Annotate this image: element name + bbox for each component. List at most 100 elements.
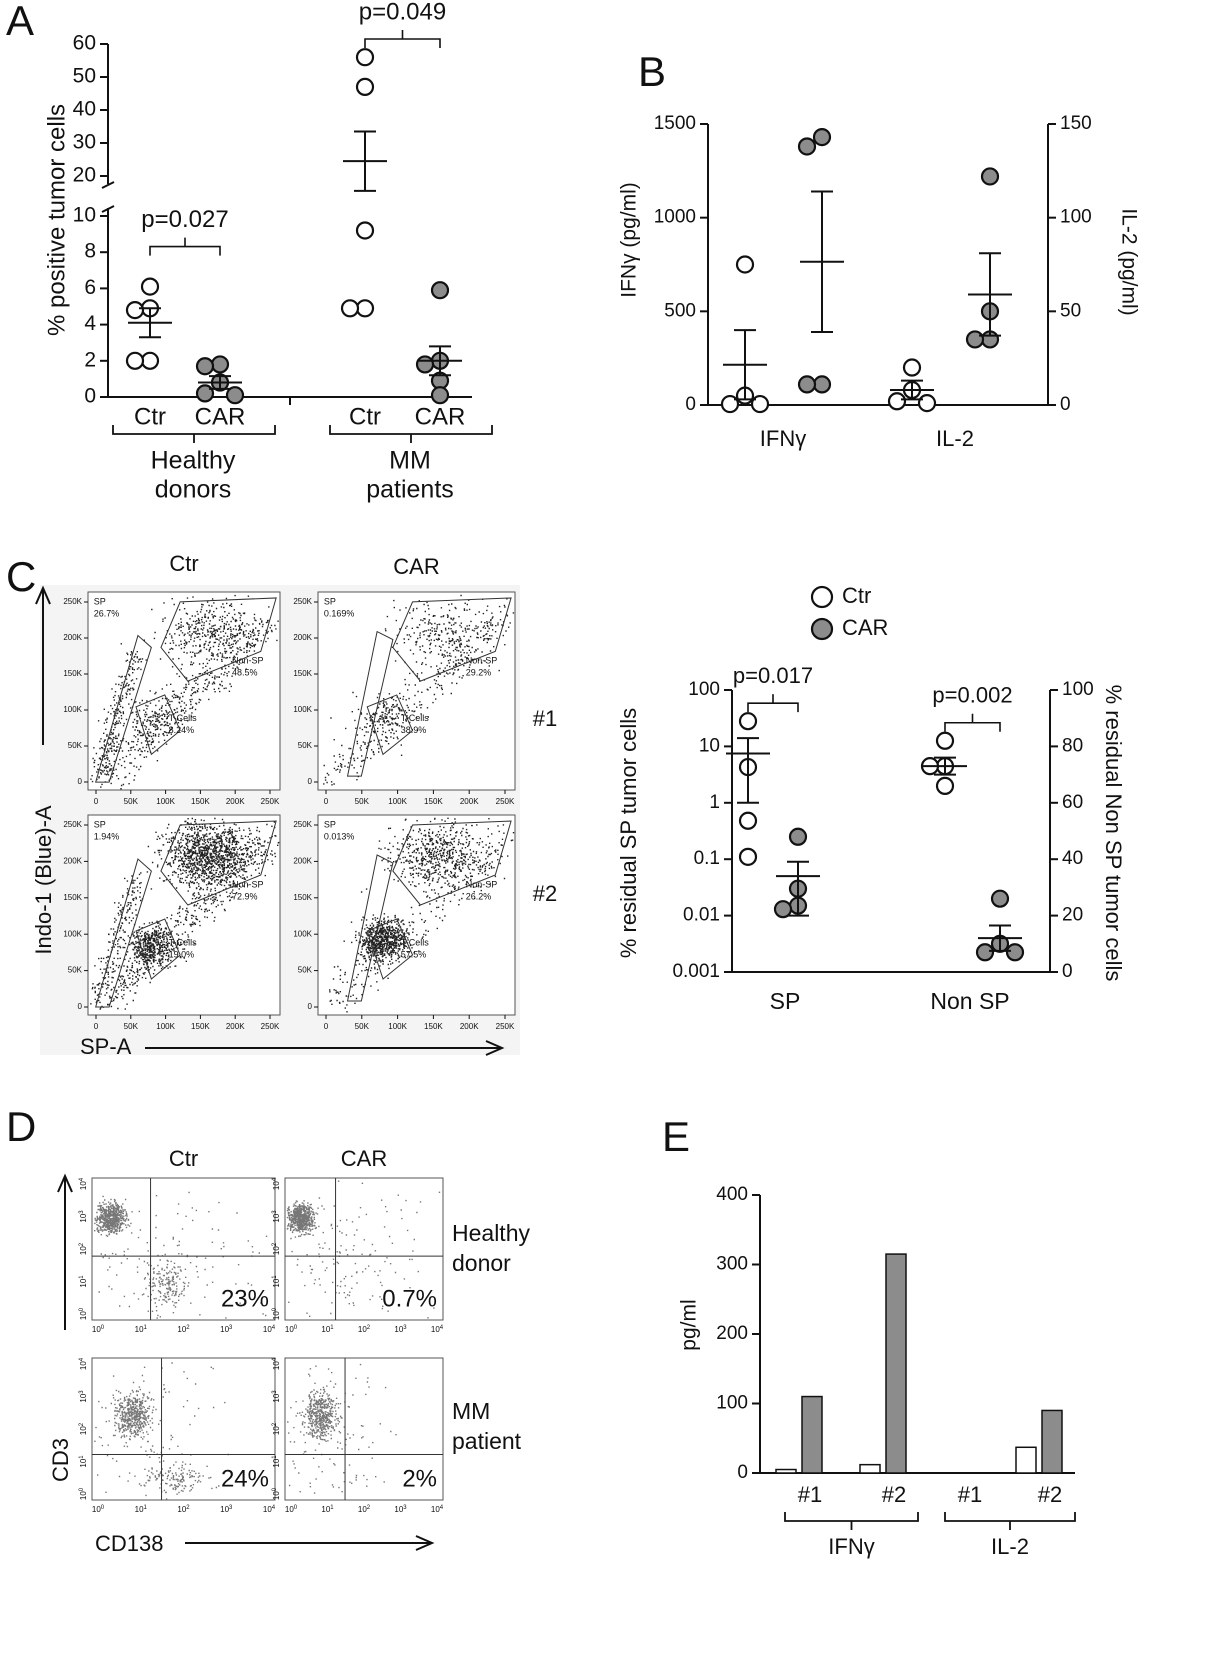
y-axis-label: Indo-1 (Blue)-A bbox=[31, 805, 56, 955]
tick-base: 10 bbox=[263, 1325, 272, 1334]
group-brace bbox=[112, 425, 276, 443]
x-tick-label: 100K bbox=[156, 1022, 175, 1031]
x-tick-label: 250K bbox=[261, 1022, 280, 1031]
flow-plot bbox=[317, 591, 516, 791]
y-tick-label: 100K bbox=[293, 929, 312, 938]
flow-plot bbox=[284, 1177, 444, 1321]
gate-name: SP bbox=[94, 819, 106, 829]
axis-break bbox=[101, 205, 115, 213]
tick-base: 10 bbox=[220, 1505, 229, 1514]
gate-name: T-Cells bbox=[169, 937, 198, 947]
y-tick-label: 50K bbox=[298, 966, 313, 975]
y-tick-label: 100 bbox=[79, 1307, 89, 1320]
event-cloud bbox=[329, 817, 515, 1013]
y-tick-label: 103 bbox=[79, 1390, 89, 1403]
y-tick-label: 500 bbox=[664, 300, 696, 321]
x-tick-label: 101 bbox=[135, 1505, 148, 1515]
y-tick-label: 102 bbox=[272, 1242, 282, 1255]
y2-tick-label: 100 bbox=[1060, 207, 1092, 228]
data-point bbox=[195, 357, 215, 376]
bar bbox=[775, 1468, 797, 1474]
quadrant-percent: 0.7% bbox=[382, 1285, 437, 1312]
y-tick-label: 0.1 bbox=[694, 848, 720, 869]
category-label: CAR bbox=[195, 403, 246, 430]
y-axis-label: IFNγ (pg/ml) bbox=[618, 182, 641, 298]
gate bbox=[95, 634, 152, 783]
y-tick-label: 0 bbox=[84, 385, 96, 408]
tick-base: 10 bbox=[285, 1325, 294, 1334]
y-tick-label: 200K bbox=[63, 633, 82, 642]
x-tick-label: 101 bbox=[321, 1325, 334, 1335]
row-label: MM bbox=[452, 1398, 490, 1424]
tick-base: 10 bbox=[272, 1491, 281, 1500]
data-point bbox=[125, 351, 145, 370]
y-tick-label: 150K bbox=[63, 669, 82, 678]
y2-tick-label: 0 bbox=[1060, 394, 1071, 415]
x-tick-label: 250K bbox=[496, 1022, 515, 1031]
tick-exponent: 2 bbox=[367, 1325, 371, 1331]
tick-exponent: 0 bbox=[294, 1505, 298, 1511]
axis-arrow bbox=[185, 1535, 435, 1551]
tick-exponent: 1 bbox=[144, 1325, 148, 1331]
x-tick-label: 0 bbox=[324, 1022, 329, 1031]
y-tick-label: 100K bbox=[63, 705, 82, 714]
tick-exponent: 2 bbox=[367, 1505, 371, 1511]
x-tick-label: #2 bbox=[1038, 1482, 1062, 1507]
significance-bracket bbox=[944, 713, 1001, 732]
y-tick-label: 2 bbox=[84, 348, 96, 371]
gate-name: T-Cells bbox=[169, 713, 198, 723]
tick-base: 10 bbox=[92, 1325, 101, 1334]
x-tick-label: 101 bbox=[321, 1505, 334, 1515]
y-tick-label: 400 bbox=[716, 1184, 748, 1205]
tick-base: 10 bbox=[177, 1325, 186, 1334]
x-tick-label: 101 bbox=[135, 1325, 148, 1335]
data-point bbox=[140, 277, 160, 296]
column-title: CAR bbox=[341, 1146, 387, 1171]
x-tick-label: 100 bbox=[285, 1505, 298, 1515]
gate-value: 26.7% bbox=[94, 608, 120, 618]
category-label: CAR bbox=[415, 403, 466, 430]
y-axis-label: pg/ml bbox=[678, 1299, 701, 1350]
gate bbox=[346, 854, 394, 1002]
panel-letter: B bbox=[638, 48, 666, 95]
y2-tick-label: 100 bbox=[1062, 679, 1094, 700]
tick-base: 10 bbox=[321, 1505, 330, 1514]
legend-label: Ctr bbox=[842, 583, 871, 608]
data-point bbox=[738, 811, 758, 830]
y-tick-label: 100K bbox=[293, 705, 312, 714]
tick-exponent: 4 bbox=[440, 1505, 444, 1511]
data-point bbox=[975, 943, 995, 962]
y-tick-label: 6 bbox=[84, 276, 96, 299]
y-axis-label: CD3 bbox=[48, 1438, 73, 1482]
tick-exponent: 0 bbox=[79, 1307, 85, 1311]
tick-exponent: 4 bbox=[272, 1505, 276, 1511]
x-tick-label: 150K bbox=[424, 797, 443, 806]
flow-plot bbox=[87, 814, 281, 1016]
gate-name: SP bbox=[324, 596, 336, 606]
y2-tick-label: 50 bbox=[1060, 300, 1081, 321]
data-point bbox=[812, 128, 832, 147]
y-tick-label: 101 bbox=[79, 1455, 89, 1468]
group-label: IFNγ bbox=[828, 1534, 874, 1559]
x-tick-label: 150K bbox=[191, 1022, 210, 1031]
data-point bbox=[788, 827, 808, 846]
group-label: IL-2 bbox=[991, 1534, 1029, 1559]
tick-base: 10 bbox=[79, 1426, 88, 1435]
gate bbox=[366, 694, 414, 756]
x-tick-label: #1 bbox=[958, 1482, 982, 1507]
y-tick-label: 200K bbox=[63, 857, 82, 866]
data-point bbox=[902, 358, 922, 377]
tick-base: 10 bbox=[79, 1458, 88, 1467]
y-tick-label: 104 bbox=[272, 1177, 282, 1190]
y-tick-label: 100 bbox=[688, 679, 720, 700]
y-tick-label: 50K bbox=[298, 741, 313, 750]
error-bar bbox=[811, 190, 833, 333]
significance-bracket bbox=[149, 237, 221, 256]
error-bar bbox=[737, 737, 759, 804]
tick-base: 10 bbox=[321, 1325, 330, 1334]
y2-axis-label: % residual Non SP tumor cells bbox=[1101, 685, 1126, 982]
y-tick-label: 100 bbox=[79, 1487, 89, 1500]
bar bbox=[859, 1463, 881, 1474]
y-tick-label: 102 bbox=[272, 1422, 282, 1435]
